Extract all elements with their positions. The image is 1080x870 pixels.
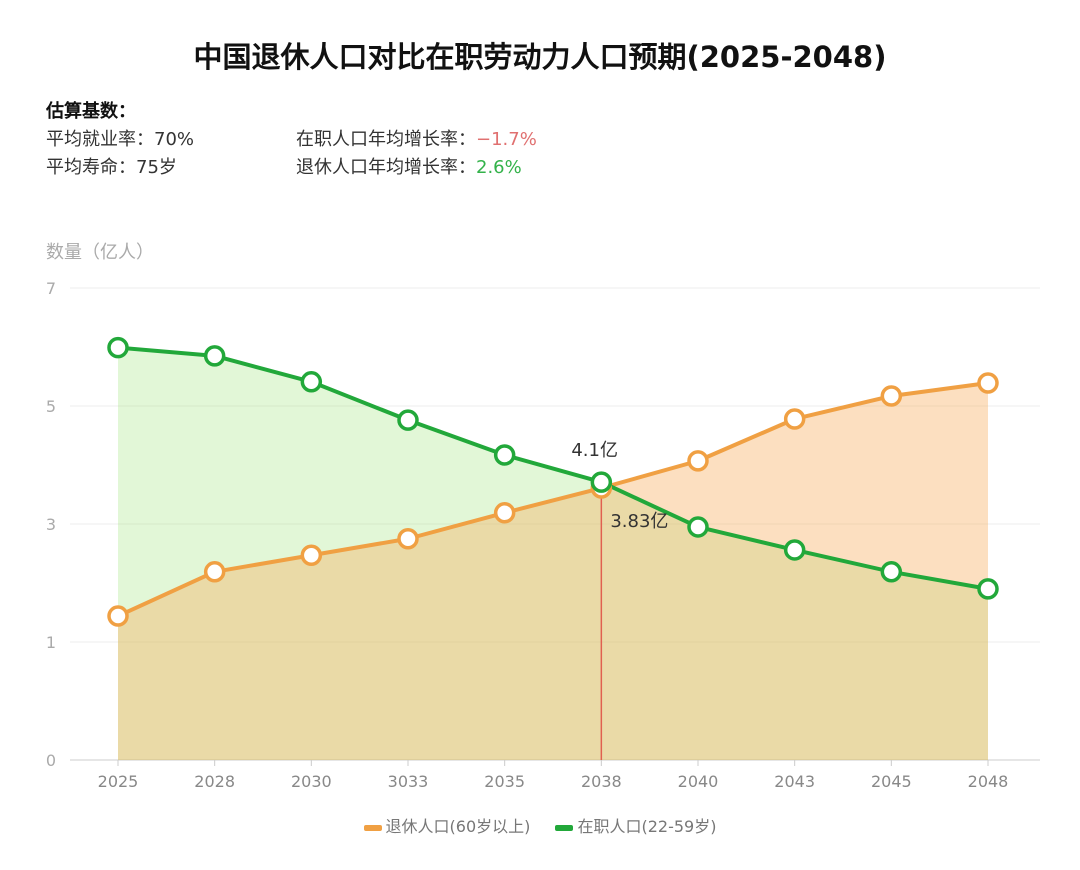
data-point: [397, 528, 419, 550]
chart-title: 中国退休人口对比在职劳动力人口预期(2025-2048): [193, 40, 887, 74]
series-line-retirees: [117, 381, 989, 618]
series-line-workers: [117, 345, 989, 591]
legend-label: 在职人口(22-59岁): [577, 817, 717, 836]
employment-rate-label: 平均就业率：: [46, 129, 154, 150]
data-point: [203, 561, 226, 583]
life-expectancy-label: 平均寿命：: [46, 157, 136, 178]
y-tick-label: 3: [46, 515, 56, 534]
y-tick-label: 5: [46, 397, 56, 416]
data-point: [977, 372, 999, 394]
data-point: [107, 605, 129, 627]
info-heading: 估算基数：: [46, 101, 136, 122]
x-tick-label: 2040: [678, 772, 719, 791]
legend-item-workers[interactable]: 在职人口(22-59岁): [555, 817, 716, 836]
data-point: [107, 336, 129, 359]
annotation-label: 4.1亿: [571, 440, 618, 461]
data-point: [783, 539, 806, 561]
x-tick-label: 2045: [871, 772, 912, 791]
data-point: [203, 345, 226, 367]
data-point: [783, 408, 806, 430]
x-tick-label: 2025: [98, 772, 139, 791]
data-point: [880, 561, 903, 583]
x-tick-label: 2038: [581, 772, 622, 791]
retiree-growth-label: 退休人口年均增长率：: [296, 157, 476, 178]
data-point: [687, 516, 709, 538]
x-tick-label: 2043: [774, 772, 815, 791]
x-tick-label: 2030: [291, 772, 332, 791]
employment-rate: 70%: [154, 129, 195, 150]
area-retirees: [118, 382, 988, 760]
y-tick-label: 0: [46, 751, 56, 770]
legend: 退休人口(60岁以上) 在职人口(22-59岁): [0, 813, 1080, 837]
data-point: [397, 409, 419, 431]
info-right: 在职人口年均增长率：−1.7% 退休人口年均增长率：2.6%: [296, 126, 537, 182]
y-axis-label: 数量（亿人）: [46, 242, 154, 263]
data-point: [880, 385, 903, 407]
info-left: 估算基数： 平均就业率：70% 平均寿命：75岁: [46, 98, 194, 182]
annotation-label: 3.83亿: [610, 511, 668, 532]
data-point: [590, 471, 613, 493]
worker-growth: −1.7%: [476, 129, 537, 150]
area-workers: [118, 347, 988, 760]
x-tick-label: 2028: [194, 772, 235, 791]
life-expectancy: 75岁: [136, 157, 177, 178]
data-point: [977, 578, 999, 600]
legend-swatch: [555, 824, 574, 831]
y-tick-label: 1: [46, 633, 56, 652]
worker-growth-label: 在职人口年均增长率：: [296, 129, 476, 150]
x-tick-label: 2048: [968, 772, 1009, 791]
data-point: [493, 444, 516, 466]
legend-swatch: [363, 824, 382, 831]
data-point: [300, 371, 323, 393]
y-tick-label: 7: [46, 279, 56, 298]
retiree-growth: 2.6%: [476, 157, 522, 178]
data-point: [687, 450, 709, 472]
x-tick-label: 2035: [484, 772, 525, 791]
data-point: [493, 502, 516, 524]
x-tick-label: 3033: [388, 772, 429, 791]
legend-item-retirees[interactable]: 退休人口(60岁以上): [363, 817, 531, 836]
data-point: [300, 544, 323, 567]
legend-label: 退休人口(60岁以上): [385, 817, 531, 836]
